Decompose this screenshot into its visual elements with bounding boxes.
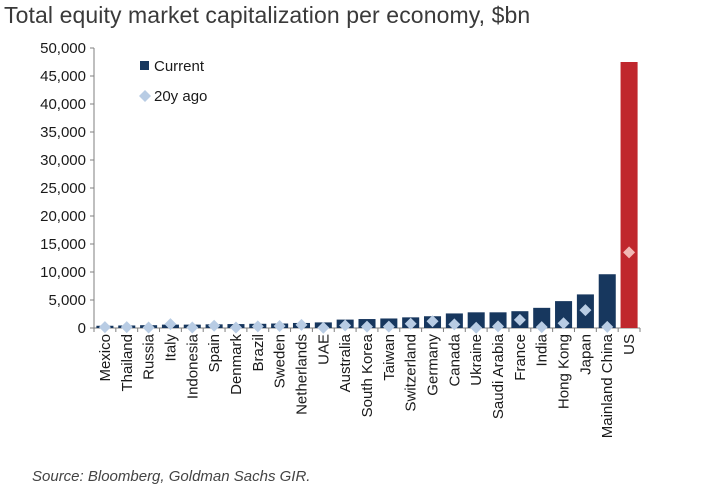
bar-india bbox=[533, 307, 551, 328]
x-tick-label: Saudi Arabia bbox=[490, 333, 507, 419]
legend-20y-swatch bbox=[139, 90, 151, 102]
y-tick-label: 15,000 bbox=[40, 236, 86, 253]
marker-us bbox=[623, 246, 636, 259]
marker-switzerland bbox=[404, 317, 417, 330]
marker-india bbox=[535, 321, 548, 334]
marker-mexico bbox=[98, 321, 111, 334]
x-tick-label: Spain bbox=[206, 334, 223, 372]
x-tick-label: Netherlands bbox=[293, 334, 310, 415]
x-tick-label: South Korea bbox=[359, 333, 376, 417]
marker-denmark bbox=[229, 321, 242, 334]
legend: Current 20y ago bbox=[139, 58, 207, 105]
marker-canada bbox=[448, 318, 461, 331]
marker-saudi-arabia bbox=[492, 320, 505, 333]
y-tick-label: 20,000 bbox=[40, 208, 86, 225]
bar-ukraine bbox=[467, 312, 485, 328]
y-tick-label: 50,000 bbox=[40, 40, 86, 57]
x-tick-label: Indonesia bbox=[184, 333, 201, 399]
marker-brazil bbox=[251, 320, 264, 333]
x-tick-label: Canada bbox=[446, 333, 463, 386]
marker-japan bbox=[579, 304, 592, 317]
source-note: Source: Bloomberg, Goldman Sachs GIR. bbox=[32, 468, 311, 485]
x-tick-label: Germany bbox=[425, 334, 442, 396]
chart-title: Total equity market capitalization per e… bbox=[4, 2, 531, 28]
x-tick-label: US bbox=[621, 334, 638, 355]
marker-russia bbox=[142, 321, 155, 334]
legend-20y-label: 20y ago bbox=[154, 88, 207, 105]
marker-germany bbox=[426, 315, 439, 328]
y-tick-label: 40,000 bbox=[40, 96, 86, 113]
x-tick-label: Thailand bbox=[119, 334, 136, 392]
x-tick-label: Japan bbox=[577, 334, 594, 375]
x-tick-label: Sweden bbox=[272, 334, 289, 388]
marker-indonesia bbox=[186, 321, 199, 334]
marker-italy bbox=[164, 318, 177, 331]
x-tick-label: Ukraine bbox=[468, 334, 485, 386]
x-tick-label: Australia bbox=[337, 333, 354, 392]
x-tick-label: UAE bbox=[315, 334, 332, 365]
legend-current-swatch bbox=[140, 61, 149, 70]
marker-hong-kong bbox=[557, 317, 570, 330]
x-tick-label: Mexico bbox=[97, 334, 114, 382]
x-tick-label: Russia bbox=[141, 333, 158, 380]
marker-spain bbox=[208, 319, 221, 332]
x-tick-label: Denmark bbox=[228, 334, 245, 395]
legend-current-label: Current bbox=[154, 58, 205, 75]
marker-france bbox=[513, 313, 526, 326]
marker-uae bbox=[317, 321, 330, 334]
y-tick-label: 5,000 bbox=[48, 292, 86, 309]
y-tick-label: 35,000 bbox=[40, 124, 86, 141]
y-tick-label: 25,000 bbox=[40, 180, 86, 197]
markers bbox=[98, 246, 636, 334]
x-tick-label: Switzerland bbox=[403, 334, 420, 412]
marker-taiwan bbox=[382, 320, 395, 333]
marker-australia bbox=[339, 319, 352, 332]
bar-saudi-arabia bbox=[489, 312, 507, 328]
marker-south-korea bbox=[361, 320, 373, 333]
x-tick-label: Hong Kong bbox=[556, 334, 573, 409]
marker-sweden bbox=[273, 320, 286, 333]
x-tick-label: India bbox=[534, 333, 551, 366]
x-tick-label: Brazil bbox=[250, 334, 267, 372]
x-tick-label: France bbox=[512, 334, 529, 381]
marker-ukraine bbox=[470, 321, 483, 334]
y-tick-label: 10,000 bbox=[40, 264, 86, 281]
axis-labels: 0 5,000 10,000 15,000 20,000 25,000 30,000 35,0… bbox=[40, 40, 638, 438]
marker-thailand bbox=[120, 321, 133, 334]
y-tick-label: 0 bbox=[78, 320, 86, 337]
y-tick-label: 30,000 bbox=[40, 152, 86, 169]
x-tick-label: Italy bbox=[162, 334, 179, 362]
marker-mainland-china bbox=[601, 320, 614, 333]
bar-mainland-china bbox=[598, 274, 616, 328]
marker-netherlands bbox=[295, 318, 308, 331]
bar-us bbox=[620, 62, 638, 328]
x-tick-label: Mainland China bbox=[599, 333, 616, 438]
x-tick-label: Taiwan bbox=[381, 334, 398, 381]
y-tick-label: 45,000 bbox=[40, 68, 86, 85]
bar-hong-kong bbox=[555, 301, 573, 328]
